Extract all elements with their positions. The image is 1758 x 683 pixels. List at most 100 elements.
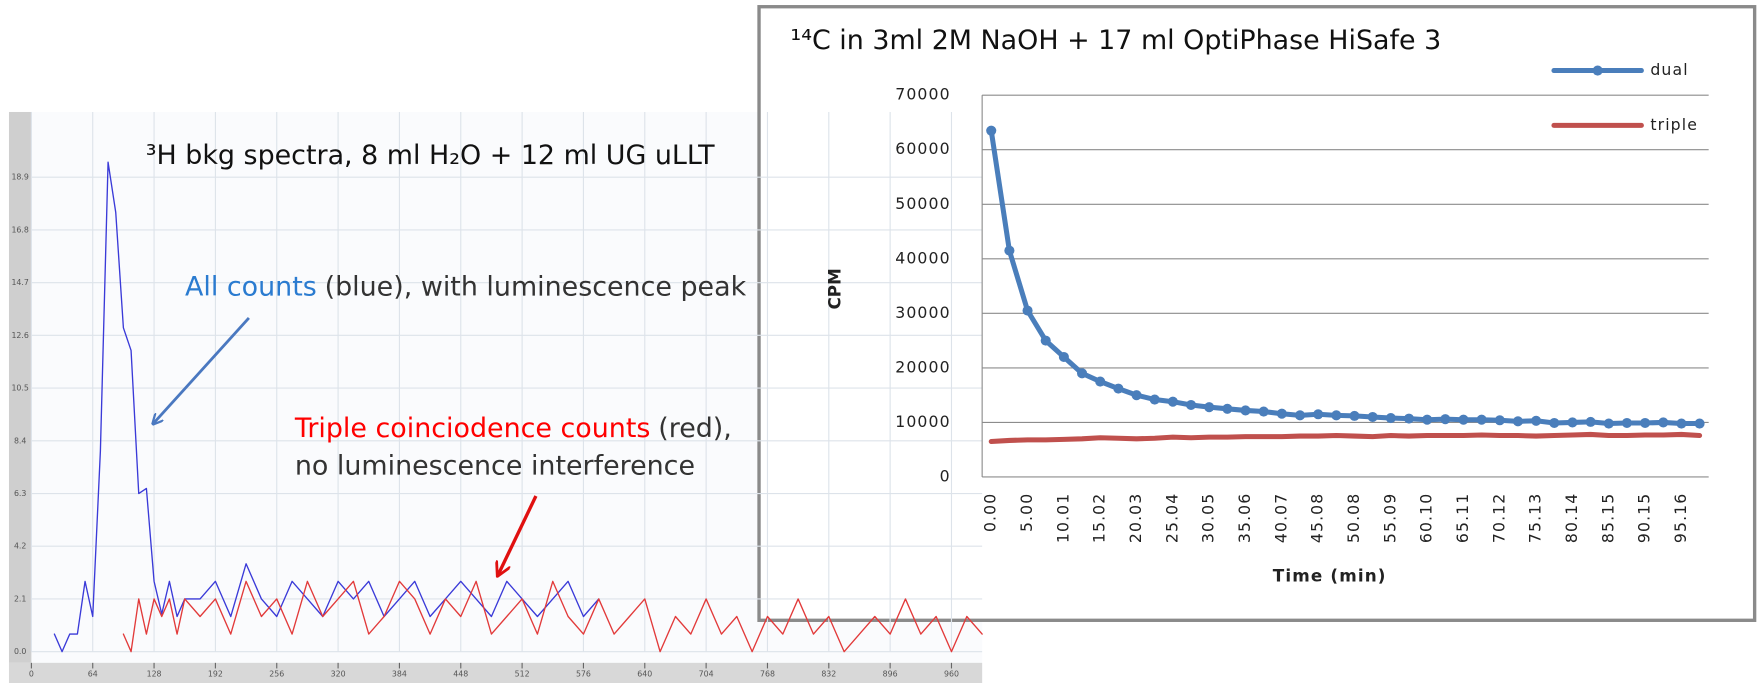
y-ruler [8, 111, 32, 663]
x-tick-label: 75.13 [1526, 493, 1545, 543]
x-tick-label: 0.00 [981, 493, 1000, 532]
data-point [1258, 406, 1269, 417]
data-point [1621, 417, 1632, 429]
data-point [1658, 417, 1669, 428]
chart-title: ¹⁴C in 3ml 2M NaOH + 17 ml OptiPhase HiS… [790, 25, 1441, 56]
y-tick-label: 16.8 [11, 225, 28, 234]
y-tick-label: 0 [940, 466, 951, 485]
annotation-highlight: All counts [185, 271, 317, 302]
data-point [1349, 410, 1360, 421]
y-tick-label: 14.7 [11, 278, 28, 287]
data-point [1313, 409, 1324, 420]
data-point [1204, 402, 1215, 413]
data-point [1476, 414, 1487, 425]
legend-label: triple [1650, 115, 1698, 134]
x-tick-label: 55.09 [1380, 493, 1399, 543]
data-point [1494, 415, 1505, 426]
x-tick-label: 65.11 [1453, 493, 1472, 543]
x-tick-label: 448 [453, 670, 468, 679]
data-point [1403, 413, 1415, 424]
data-point [1603, 418, 1614, 429]
annotation: All counts (blue), with luminescence peak [185, 271, 747, 302]
x-tick-label: 256 [269, 670, 284, 679]
x-tick-label: 512 [515, 670, 530, 679]
data-point [986, 125, 997, 136]
y-axis-label: CPM [824, 268, 844, 309]
data-point [1240, 405, 1251, 416]
data-point [1113, 383, 1124, 394]
y-tick-label: 70000 [895, 85, 951, 104]
data-point [1331, 410, 1342, 421]
series-line [122, 580, 983, 653]
x-tick-label: 80.14 [1562, 493, 1581, 543]
data-point [1022, 305, 1033, 316]
series-line [53, 161, 600, 653]
spectrum-title: ³H bkg spectra, 8 ml H₂O + 12 ml UG uLLT [146, 140, 715, 171]
data-point [1095, 376, 1106, 387]
data-point [1640, 417, 1651, 429]
annotation: Triple coinciodence counts (red), [294, 412, 732, 443]
data-point [1167, 396, 1178, 407]
data-point [1694, 418, 1705, 429]
x-tick-label: 128 [147, 670, 162, 679]
y-tick-label: 8.4 [14, 436, 26, 445]
x-tick-label: 896 [883, 670, 898, 679]
legend-marker [1592, 65, 1603, 76]
x-tick-label: 25.04 [1162, 493, 1181, 543]
x-tick-label: 10.01 [1053, 493, 1072, 543]
y-tick-label: 10000 [895, 412, 951, 431]
data-point [1276, 408, 1287, 419]
data-point [1222, 403, 1233, 414]
x-tick-label: 64 [88, 670, 98, 679]
x-tick-label: 90.15 [1635, 493, 1654, 543]
arrow [498, 495, 538, 575]
data-point [1385, 413, 1396, 424]
x-tick-label: 576 [576, 670, 591, 679]
data-point [1149, 394, 1160, 405]
annotation-line2: no luminescence interference [295, 450, 695, 481]
y-tick-label: 20000 [895, 357, 951, 376]
y-tick-label: 2.1 [14, 594, 26, 603]
x-tick-label: 960 [944, 670, 959, 679]
x-ruler [8, 662, 983, 683]
x-tick-label: 768 [760, 670, 775, 679]
x-tick-label: 35.06 [1235, 493, 1254, 543]
data-point [1185, 399, 1197, 411]
y-tick-label: 12.6 [11, 331, 28, 340]
x-tick-label: 640 [637, 670, 652, 679]
data-point [1367, 411, 1378, 423]
y-tick-label: 40000 [895, 248, 951, 267]
series-line [988, 431, 1703, 445]
x-tick-label: 384 [392, 670, 407, 679]
data-point [1531, 415, 1542, 426]
x-tick-label: 832 [821, 670, 836, 679]
data-point [1440, 414, 1451, 425]
y-tick-label: 30000 [895, 303, 951, 322]
data-point [1458, 414, 1469, 425]
x-tick-label: 30.05 [1199, 493, 1218, 543]
x-tick-label: 0 [29, 670, 34, 679]
y-tick-label: 6.3 [14, 489, 26, 498]
y-tick-label: 18.9 [11, 173, 28, 182]
annotation-highlight: Triple coinciodence counts [294, 412, 651, 443]
spectrum-plot: 0.0 2.1 4.2 6.3 8.4 10.5 12.6 14.7 16.8 18.9 0 64 12… [11, 111, 983, 679]
data-point [1567, 417, 1578, 428]
data-point [1058, 351, 1069, 363]
y-tick-label: 10.5 [11, 384, 28, 393]
x-tick-label: 85.15 [1598, 493, 1617, 543]
x-tick-label: 40.07 [1271, 493, 1290, 543]
x-tick-label: 320 [331, 670, 346, 679]
series-line [988, 128, 1703, 427]
x-tick-label: 50.08 [1344, 493, 1363, 543]
data-point [1076, 368, 1088, 379]
data-point [1676, 418, 1687, 429]
data-point [1004, 245, 1015, 256]
x-tick-label: 70.12 [1489, 493, 1508, 543]
data-point [1585, 416, 1596, 427]
x-tick-label: 60.10 [1417, 493, 1436, 543]
y-tick-label: 0.0 [14, 647, 26, 656]
arrow [154, 317, 250, 423]
annotation-text: (blue), with luminescence peak [325, 271, 747, 302]
x-tick-label: 15.02 [1090, 493, 1109, 543]
